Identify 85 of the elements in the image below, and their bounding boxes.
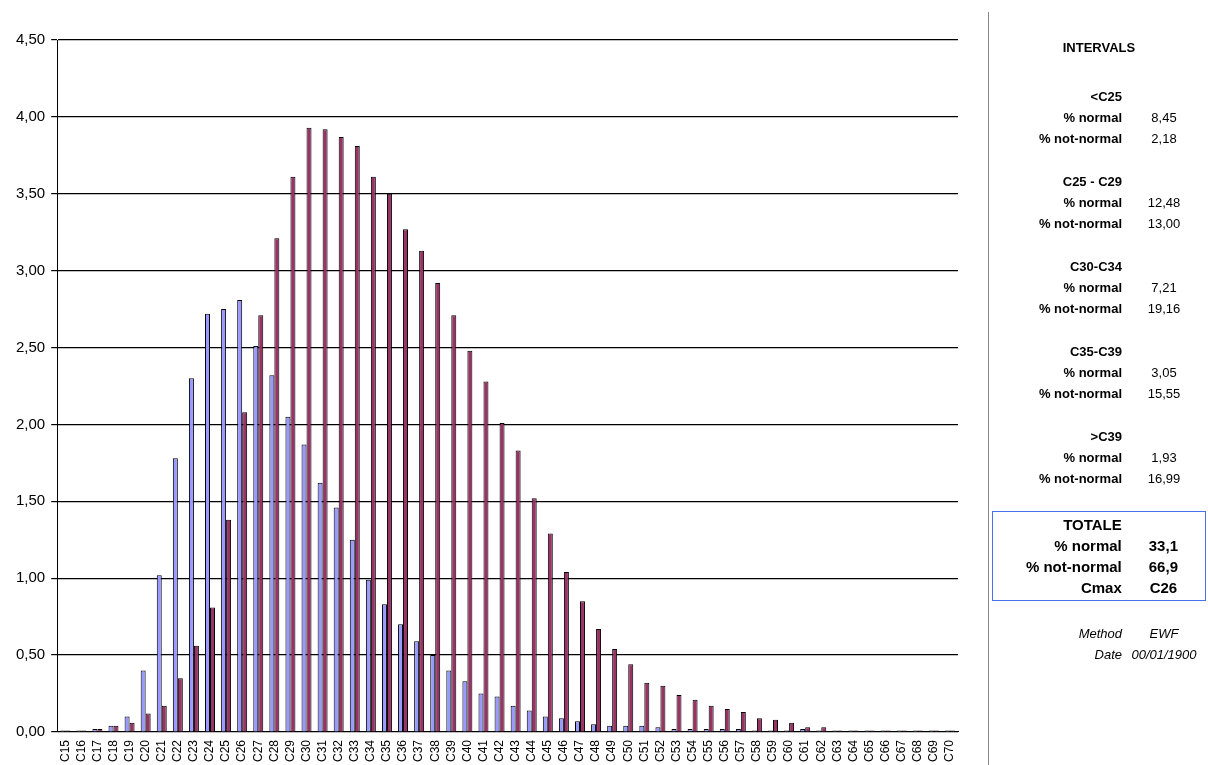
x-tick-label: C62 bbox=[813, 739, 828, 762]
x-tick-label: C55 bbox=[700, 739, 715, 762]
text: % normal 7,21 bbox=[1063, 280, 1177, 295]
y-tick-label: 3,50 bbox=[15, 183, 46, 201]
x-tick-label: C38 bbox=[427, 739, 442, 762]
x-tick-label: C54 bbox=[684, 739, 699, 762]
x-tick-label: C35 bbox=[379, 739, 394, 762]
x-tick-label: C51 bbox=[636, 739, 651, 762]
x-tick-label: C29 bbox=[282, 739, 297, 762]
x-tick-label: C70 bbox=[942, 739, 957, 762]
x-tick-label: C16 bbox=[73, 739, 88, 762]
text: Date 00/01/1900 bbox=[1093, 647, 1198, 662]
text: % normal 1,93 bbox=[1063, 450, 1177, 465]
x-tick-label: C66 bbox=[877, 739, 892, 762]
x-tick-label: C50 bbox=[620, 739, 635, 762]
y-tick-label: 0,50 bbox=[15, 645, 46, 663]
x-tick-label: C64 bbox=[845, 739, 860, 762]
x-tick-label: C42 bbox=[491, 739, 506, 762]
text: C35-C39 bbox=[1068, 344, 1122, 359]
x-tick-label: C52 bbox=[652, 739, 667, 762]
text: >C39 bbox=[1089, 429, 1122, 444]
text: % not-normal 19,16 bbox=[1038, 301, 1181, 316]
x-tick-label: C68 bbox=[910, 739, 925, 762]
x-tick-label: C39 bbox=[443, 739, 458, 762]
x-tick-label: C15 bbox=[57, 739, 72, 762]
y-tick-label: 4,00 bbox=[15, 107, 46, 125]
x-tick-label: C69 bbox=[926, 739, 941, 762]
x-tick-label: C23 bbox=[186, 739, 201, 762]
x-tick-label: C60 bbox=[781, 739, 796, 762]
x-tick-label: C33 bbox=[347, 739, 362, 762]
text: C30-C34 bbox=[1068, 259, 1122, 274]
x-tick-label: C28 bbox=[266, 739, 281, 762]
text: % not-normal 2,18 bbox=[1038, 131, 1177, 146]
text: % normal 8,45 bbox=[1063, 110, 1177, 125]
x-tick-label: C58 bbox=[749, 739, 764, 762]
text: % not-normal 16,99 bbox=[1038, 471, 1181, 486]
x-tick-label: C37 bbox=[411, 739, 426, 762]
x-tick-label: C19 bbox=[121, 739, 136, 762]
x-tick-label: C43 bbox=[507, 739, 522, 762]
x-tick-label: C56 bbox=[717, 739, 732, 762]
y-tick-label: 1,00 bbox=[15, 568, 46, 586]
x-tick-label: C41 bbox=[475, 739, 490, 762]
x-tick-label: C17 bbox=[89, 739, 104, 762]
text: INTERVALS bbox=[1061, 40, 1137, 57]
y-tick-label: 4,50 bbox=[15, 30, 46, 48]
x-tick-label: C63 bbox=[829, 739, 844, 762]
text: % not-normal 15,55 bbox=[1038, 386, 1181, 401]
x-tick-label: C45 bbox=[540, 739, 555, 762]
x-tick-label: C27 bbox=[250, 739, 265, 762]
x-tick-label: C22 bbox=[170, 739, 185, 762]
x-tick-label: C40 bbox=[459, 739, 474, 762]
text: C25 - C29 bbox=[1061, 174, 1122, 189]
x-tick-label: C46 bbox=[556, 739, 571, 762]
x-tick-label: C24 bbox=[202, 739, 217, 762]
y-tick-label: 1,50 bbox=[15, 491, 46, 509]
x-tick-label: C67 bbox=[894, 739, 909, 762]
text: % normal 3,05 bbox=[1063, 365, 1177, 380]
y-tick-label: 2,50 bbox=[15, 337, 46, 355]
text: <C25 bbox=[1089, 89, 1122, 104]
x-tick-label: C44 bbox=[524, 739, 539, 762]
x-tick-label: C49 bbox=[604, 739, 619, 762]
x-tick-label: C21 bbox=[154, 739, 169, 762]
x-tick-label: C36 bbox=[395, 739, 410, 762]
y-tick-label: 2,00 bbox=[15, 414, 46, 432]
x-tick-label: C65 bbox=[861, 739, 876, 762]
x-tick-label: C30 bbox=[298, 739, 313, 762]
y-tick-label: 3,00 bbox=[15, 260, 46, 278]
x-tick-label: C61 bbox=[797, 739, 812, 762]
x-tick-label: C53 bbox=[668, 739, 683, 762]
text: % normal 12,48 bbox=[1063, 195, 1181, 210]
x-tick-label: C48 bbox=[588, 739, 603, 762]
outlined-box: TOTALE % normal 33,1 % not-normal 66,9 Cmax C26 bbox=[992, 511, 1206, 601]
x-tick-label: C25 bbox=[218, 739, 233, 762]
x-tick-label: C20 bbox=[137, 739, 152, 762]
x-tick-label: C32 bbox=[331, 739, 346, 762]
x-tick-label: C34 bbox=[363, 739, 378, 762]
x-tick-label: C47 bbox=[572, 739, 587, 762]
x-tick-label: C59 bbox=[765, 739, 780, 762]
x-tick-label: C57 bbox=[733, 739, 748, 762]
x-tick-label: C18 bbox=[105, 739, 120, 762]
x-tick-label: C31 bbox=[314, 739, 329, 762]
text: % not-normal 13,00 bbox=[1038, 216, 1181, 231]
x-tick-label: C26 bbox=[234, 739, 249, 762]
y-tick-label: 0,00 bbox=[15, 722, 46, 740]
text: Method EWF bbox=[1078, 626, 1179, 641]
